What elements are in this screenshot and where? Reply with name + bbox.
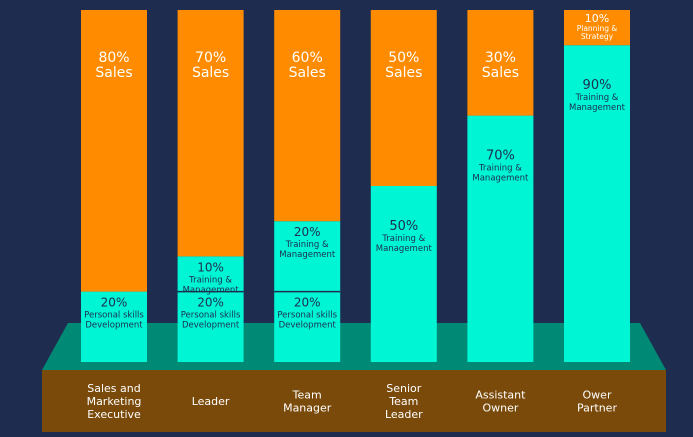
bar-segment xyxy=(177,291,244,362)
data-label-text: Sales xyxy=(95,65,132,81)
bar-segment xyxy=(467,10,534,116)
data-label-text: Training & xyxy=(381,234,425,244)
category-label-line: Sales and xyxy=(87,382,140,395)
data-label-text: Sales xyxy=(385,65,422,81)
data-label-value: 50% xyxy=(388,50,419,66)
data-label: 10%Training &Management xyxy=(183,260,240,295)
data-label-value: 60% xyxy=(292,50,323,66)
data-label-text: Training & xyxy=(285,240,329,250)
data-label-value: 80% xyxy=(98,50,129,66)
data-label-text: Development xyxy=(279,321,337,331)
bar-segment xyxy=(564,45,630,362)
data-label-text: Management xyxy=(183,285,240,295)
bar-segment xyxy=(370,10,437,186)
data-label: 20%Training &Management xyxy=(279,225,336,260)
bar-segment xyxy=(177,10,244,257)
bar-segment xyxy=(177,256,244,292)
data-label: 30%Sales xyxy=(482,50,519,81)
data-label-value: 20% xyxy=(294,225,321,239)
data-label-text: Management xyxy=(569,103,626,113)
category-label-line: Senior xyxy=(386,382,422,395)
data-label-text: Training & xyxy=(575,93,619,103)
data-label-text: Personal skills xyxy=(181,311,241,321)
data-label: 70%Training &Management xyxy=(472,149,529,184)
category-label-line: Manager xyxy=(283,402,332,415)
data-label-text: Sales xyxy=(289,65,326,81)
data-label-value: 10% xyxy=(197,260,224,274)
data-label-value: 20% xyxy=(197,296,224,310)
bar-segment xyxy=(274,221,341,292)
data-label-value: 50% xyxy=(389,219,418,234)
bar-segment xyxy=(564,10,630,46)
category-label-line: Assistant xyxy=(475,389,526,402)
data-label: 50%Training &Management xyxy=(376,219,433,254)
bar-group: 70%Training &Management 30%Sales xyxy=(467,10,534,362)
bar-segment xyxy=(81,291,147,362)
data-label: 90%Training &Management xyxy=(569,78,626,113)
data-label: 10%Planning &Strategy xyxy=(577,12,618,41)
data-label-text: Development xyxy=(182,321,240,331)
data-label: 60%Sales xyxy=(289,50,326,81)
bar-segment xyxy=(370,186,437,362)
data-label-text: Development xyxy=(85,321,143,331)
data-label-text: Personal skills xyxy=(84,311,144,321)
data-label-text: Management xyxy=(279,250,336,260)
data-label-text: Management xyxy=(472,174,529,184)
category-label-line: Marketing xyxy=(87,395,142,408)
data-label-text: Personal skills xyxy=(277,311,337,321)
data-label-value: 70% xyxy=(486,149,515,164)
data-label: 80%Sales xyxy=(95,50,132,81)
bar-segment xyxy=(81,10,147,292)
bar-group: 20%Personal skillsDevelopment10%Training… xyxy=(177,10,244,362)
data-label-value: 20% xyxy=(101,296,128,310)
bar-segment xyxy=(274,291,341,362)
data-label-text: Training & xyxy=(478,164,522,174)
bar-segment xyxy=(274,10,341,222)
data-label-text: Management xyxy=(376,244,433,254)
category-label-line: Partner xyxy=(577,402,617,415)
data-label-text: Strategy xyxy=(581,32,614,41)
data-label-value: 90% xyxy=(583,78,612,93)
data-label-value: 30% xyxy=(485,50,516,66)
bar-group: 20%Personal skillsDevelopment20%Training… xyxy=(274,10,341,362)
data-label-text: Sales xyxy=(482,65,519,81)
category-label: Leader xyxy=(192,395,230,408)
data-label-text: Training & xyxy=(188,275,232,285)
data-label-value: 10% xyxy=(585,12,609,25)
category-label-line: Ower xyxy=(583,389,612,402)
category-label-line: Owner xyxy=(482,402,518,415)
data-label: 50%Sales xyxy=(385,50,422,81)
category-label-line: Executive xyxy=(87,408,141,421)
bar-group: 90%Training &Management 10%Planning &Stra… xyxy=(564,10,630,362)
category-label-line: Leader xyxy=(192,395,230,408)
bar-segment xyxy=(467,115,534,362)
category-label-line: Team xyxy=(292,389,322,402)
data-label: 70%Sales xyxy=(192,50,229,81)
data-label-value: 70% xyxy=(195,50,226,66)
data-label-value: 20% xyxy=(294,296,321,310)
category-label-line: Team xyxy=(388,395,418,408)
data-label-text: Sales xyxy=(192,65,229,81)
data-label-text: Planning & xyxy=(577,24,618,33)
category-band xyxy=(42,370,666,432)
category-label-line: Leader xyxy=(385,408,423,421)
